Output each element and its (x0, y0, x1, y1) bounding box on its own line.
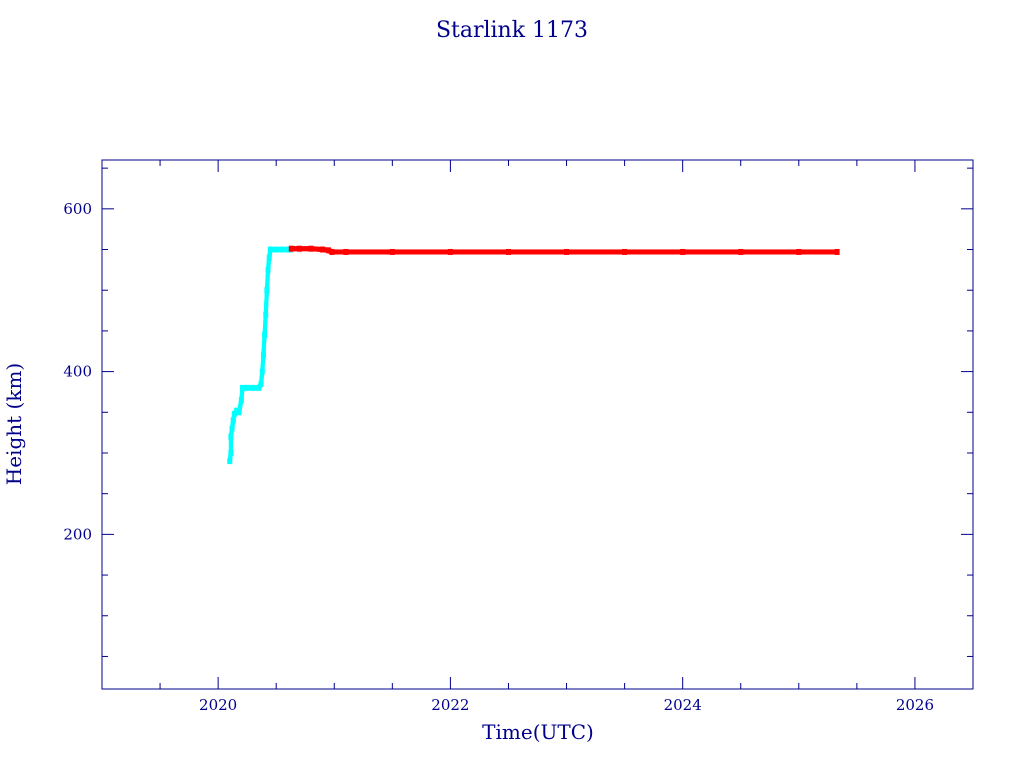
data-point (256, 384, 262, 391)
data-point (228, 449, 234, 456)
data-point (259, 368, 265, 375)
x-tick-label: 2022 (431, 696, 469, 714)
data-point (260, 352, 266, 359)
series-trace (288, 245, 840, 255)
data-series (227, 245, 840, 465)
data-point (389, 248, 395, 255)
tick-labels: 2020 2022 2024 2026 200 400 600 (63, 200, 934, 714)
data-point (240, 384, 246, 391)
y-tick-label: 200 (63, 525, 92, 543)
data-point (796, 248, 802, 255)
data-point (267, 246, 273, 253)
data-point (329, 248, 335, 255)
data-point (236, 409, 242, 416)
data-point (834, 248, 840, 255)
data-point (738, 248, 744, 255)
data-point (279, 246, 285, 253)
data-point (228, 433, 234, 440)
data-point (230, 417, 236, 424)
data-point (343, 248, 349, 255)
data-point (229, 425, 235, 432)
data-point (250, 384, 256, 391)
data-point (320, 246, 326, 253)
data-point (308, 245, 314, 252)
data-point (273, 246, 279, 253)
data-point (266, 254, 272, 261)
plot-frame (101, 159, 974, 690)
y-tick-label: 600 (63, 200, 92, 218)
data-point (231, 410, 237, 417)
data-point (564, 248, 570, 255)
data-point (622, 248, 628, 255)
data-point (244, 384, 250, 391)
data-point (447, 248, 453, 255)
data-point (258, 380, 264, 387)
data-point (296, 245, 302, 252)
data-point (265, 266, 271, 273)
y-tick-label: 400 (63, 363, 92, 381)
series-trace (227, 246, 293, 465)
data-point (227, 458, 233, 465)
data-point (680, 248, 686, 255)
data-point (238, 397, 244, 404)
chart-title: Starlink 1173 (436, 18, 588, 43)
data-point (263, 311, 269, 318)
x-axis-label: Time(UTC) (482, 720, 594, 744)
data-point (505, 248, 511, 255)
x-tick-label: 2020 (199, 696, 237, 714)
data-point (264, 287, 270, 294)
data-point (262, 331, 268, 338)
x-tick-label: 2026 (896, 696, 934, 714)
data-point (288, 245, 294, 252)
x-tick-label: 2024 (664, 696, 702, 714)
y-axis-label: Height (km) (2, 363, 26, 485)
axis-ticks (101, 160, 974, 689)
data-point (325, 247, 331, 254)
